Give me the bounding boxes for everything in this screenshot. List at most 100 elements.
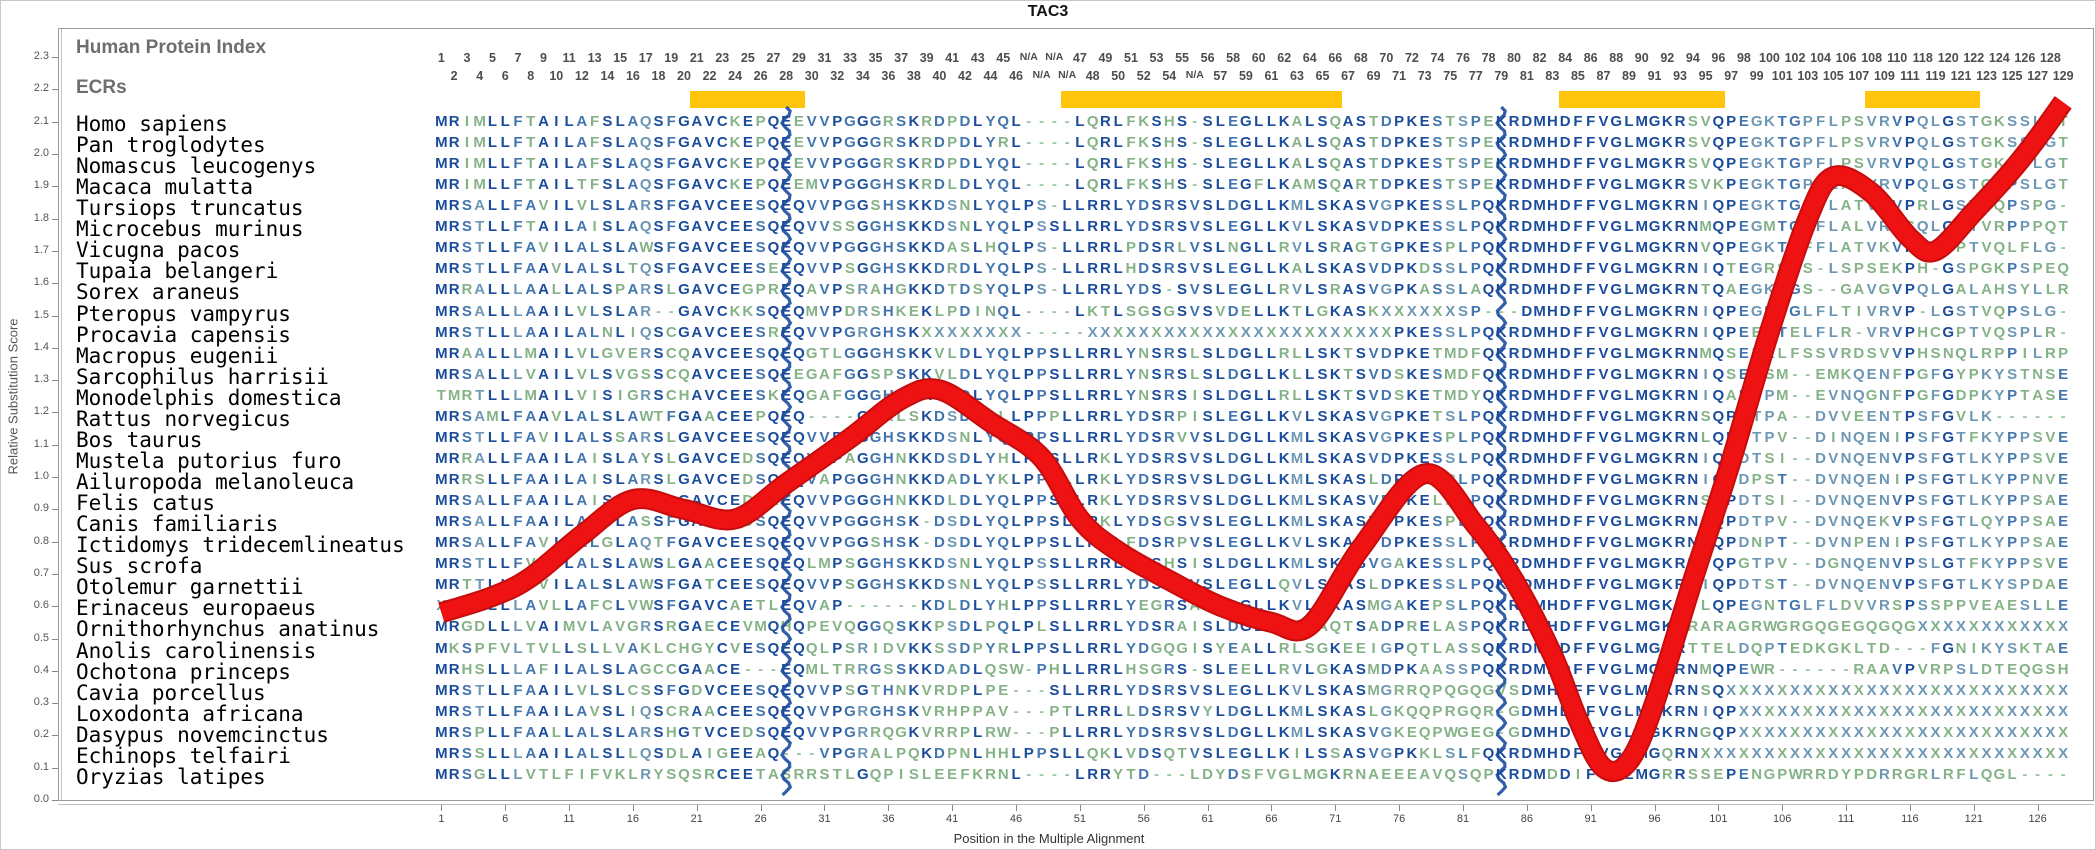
species-name[interactable]: Canis familiaris: [76, 512, 279, 537]
residue: S: [653, 155, 664, 173]
species-name[interactable]: Homo sapiens: [76, 112, 228, 136]
residue: Q: [1482, 576, 1495, 594]
residue: L: [934, 302, 944, 320]
residue: X: [1917, 618, 1928, 636]
residue: E: [1419, 576, 1430, 594]
protein-index-number: 39: [919, 51, 934, 65]
residue: H: [997, 449, 1009, 467]
residue: F: [1815, 323, 1826, 341]
residue: L: [1254, 197, 1264, 215]
species-name[interactable]: Ailuropoda melanoleuca: [76, 470, 355, 495]
species-name[interactable]: Erinaceus europaeus: [76, 596, 317, 621]
residue: V: [704, 344, 715, 362]
species-name[interactable]: Felis catus: [76, 491, 216, 516]
residue: E: [781, 218, 792, 236]
residue: K: [1368, 302, 1379, 320]
ecr-block[interactable]: [1558, 91, 1725, 108]
residue: D: [1521, 765, 1533, 783]
species-name[interactable]: Loxodonta africana: [76, 701, 304, 726]
ecr-block[interactable]: [1060, 91, 1342, 108]
species-name[interactable]: Mustela putorius furo: [76, 448, 342, 473]
species-name[interactable]: Monodelphis domestica: [76, 385, 342, 410]
species-name[interactable]: Tursiops truncatus: [76, 196, 304, 221]
residue: R: [1674, 471, 1686, 489]
species-name[interactable]: Vicugna pacos: [76, 238, 241, 263]
residue: X: [2045, 681, 2056, 699]
residue: V: [1866, 134, 1877, 152]
residue: -: [1039, 134, 1045, 152]
residue: S: [755, 513, 766, 531]
residue: K: [1278, 702, 1290, 720]
residue: A: [474, 281, 486, 299]
residue: G: [1648, 113, 1661, 130]
species-name[interactable]: Echinops telfairi: [76, 743, 291, 768]
residue: S: [1432, 576, 1443, 594]
residue: L: [1828, 197, 1838, 215]
residue: P: [1470, 534, 1481, 552]
species-name[interactable]: Macaca mulatta: [76, 175, 254, 200]
residue: M: [435, 492, 448, 510]
residue: N: [1840, 534, 1852, 552]
residue: X: [1904, 723, 1915, 741]
residue: P: [1764, 555, 1775, 573]
residue: I: [554, 618, 559, 636]
ecr-block[interactable]: [690, 91, 806, 108]
species-name[interactable]: Dasypus novemcinctus: [76, 722, 329, 747]
species-name[interactable]: Tupaia belangeri: [76, 259, 279, 284]
residue: L: [487, 681, 498, 699]
species-name[interactable]: Rattus norvegicus: [76, 406, 291, 431]
residue: R: [933, 723, 945, 741]
residue: D: [742, 513, 754, 531]
species-name[interactable]: Oryzias latipes: [76, 764, 266, 789]
species-name[interactable]: Sus scrofa: [76, 554, 203, 579]
residue: D: [933, 176, 945, 194]
species-name[interactable]: Procavia capensis: [76, 322, 291, 347]
residue: X: [1917, 723, 1928, 741]
species-name[interactable]: Microcebus murinus: [76, 217, 304, 242]
species-name[interactable]: Otolemur garnettii: [76, 575, 304, 600]
residue: G: [1240, 113, 1252, 130]
species-name[interactable]: Anolis carolinensis: [76, 638, 317, 663]
residue: Q: [767, 239, 780, 257]
residue: X: [1930, 681, 1941, 699]
residue: X: [1994, 681, 2005, 699]
residue: L: [1266, 302, 1277, 320]
protein-index-number: 53: [1149, 51, 1164, 65]
residue: L: [1075, 765, 1085, 783]
ecr-block[interactable]: [1865, 91, 1981, 108]
residue: G: [1610, 639, 1623, 657]
residue: V: [1956, 407, 1967, 425]
species-name[interactable]: Nomascus leucogenys: [76, 154, 317, 179]
species-name[interactable]: Pteropus vampyrus: [76, 301, 291, 326]
species-name[interactable]: Ictidomys tridecemlineatus: [76, 533, 405, 558]
residue: M: [1533, 723, 1546, 741]
residue: L: [487, 113, 498, 130]
residue: N: [1878, 576, 1890, 594]
residue: L: [564, 302, 574, 320]
species-name[interactable]: Bos taurus: [76, 427, 203, 452]
species-name[interactable]: Sorex araneus: [76, 280, 241, 305]
residue: P: [883, 765, 894, 783]
residue: L: [500, 513, 510, 531]
residue: N: [1687, 344, 1699, 362]
species-name[interactable]: Pan troglodytes: [76, 133, 266, 158]
species-name[interactable]: Sarcophilus harrisii: [76, 364, 329, 389]
residue: X: [1917, 681, 1928, 699]
residue: L: [973, 155, 983, 173]
x-tick-mark: [1462, 805, 1464, 811]
species-name[interactable]: Ornithorhynchus anatinus: [76, 617, 380, 642]
species-name[interactable]: Macropus eugenii: [76, 343, 279, 368]
species-name[interactable]: Ochotona princeps: [76, 659, 291, 684]
protein-index-number: 49: [1098, 51, 1113, 65]
species-name[interactable]: Cavia porcellus: [76, 680, 266, 705]
residue: I: [873, 639, 878, 657]
residue: S: [1445, 534, 1456, 552]
residue: -: [2035, 765, 2041, 783]
residue: L: [1624, 660, 1634, 678]
residue: I: [464, 113, 469, 130]
y-tick-label: 2.3: [33, 50, 49, 63]
residue: K: [921, 618, 933, 636]
residue: V: [1125, 744, 1136, 762]
residue: L: [2033, 281, 2043, 299]
residue: R: [448, 260, 460, 278]
